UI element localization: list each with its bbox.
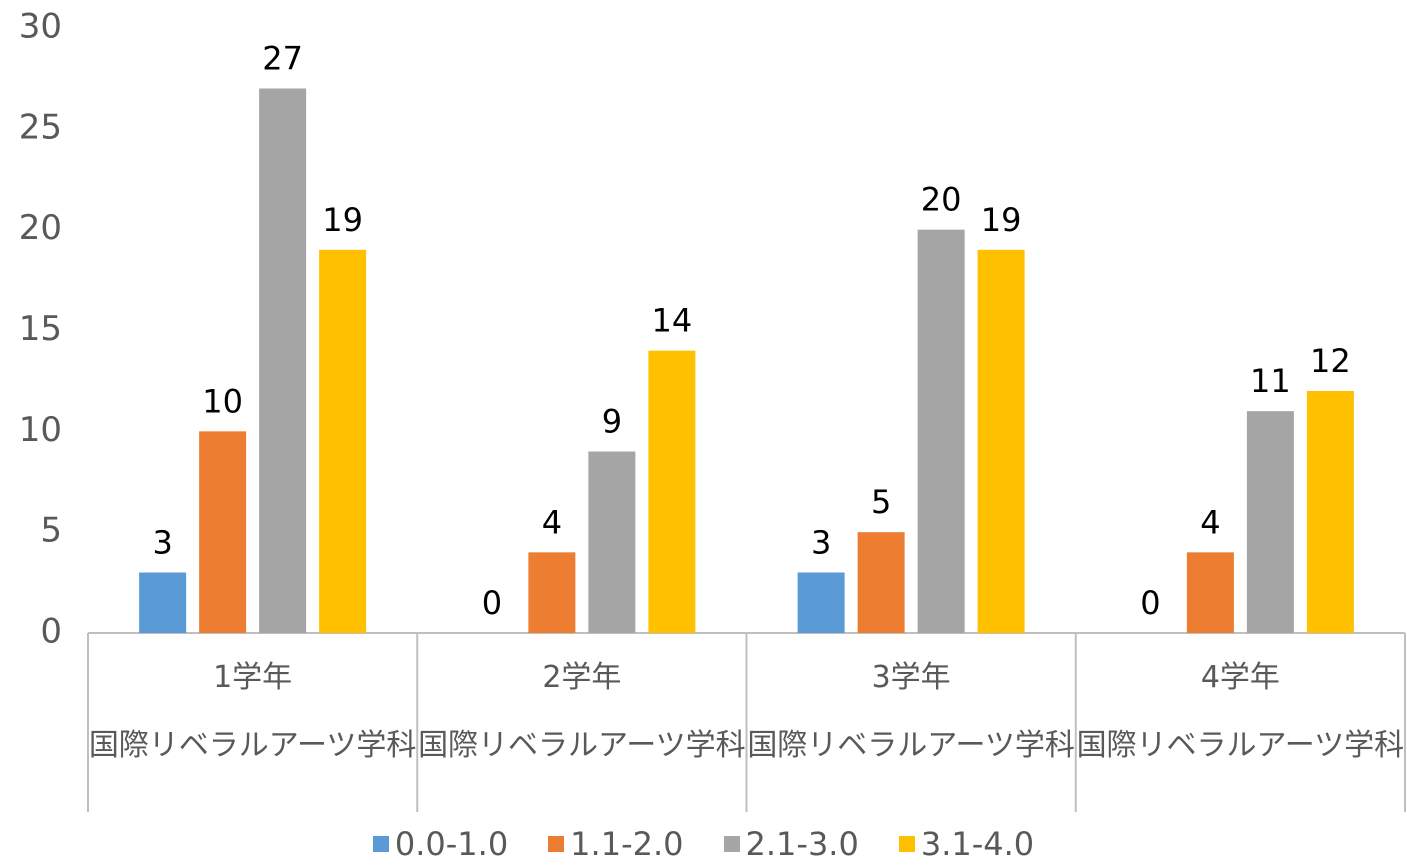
y-tick-label: 0 [40, 612, 62, 652]
legend-swatch [898, 836, 915, 852]
y-tick-label: 30 [19, 7, 62, 47]
legend-item: 0.0-1.0 [372, 825, 509, 863]
legend-label: 1.1-2.0 [570, 825, 684, 863]
data-label: 0 [1140, 584, 1160, 622]
legend-label: 0.0-1.0 [394, 825, 509, 863]
legend-swatch [723, 836, 740, 852]
data-label: 14 [652, 302, 693, 340]
legend-label: 3.1-4.0 [920, 825, 1035, 863]
data-label: 11 [1250, 362, 1291, 400]
data-label: 19 [981, 201, 1022, 239]
x-tick-label: 1学年 [213, 660, 293, 695]
y-tick-label: 10 [19, 410, 62, 450]
bar [797, 572, 845, 633]
x-group-label: 国際リベラルアーツ学科 [418, 728, 746, 763]
bar [588, 451, 636, 633]
data-label: 4 [542, 503, 562, 541]
bar [1246, 411, 1294, 633]
bar [1306, 391, 1354, 633]
bar [319, 249, 367, 634]
data-label: 5 [871, 483, 891, 521]
bar [977, 249, 1025, 634]
data-label: 9 [602, 403, 622, 441]
x-tick-label: 3学年 [871, 660, 951, 695]
data-label: 4 [1200, 503, 1220, 541]
bar [528, 552, 576, 633]
x-tick-label: 4学年 [1200, 660, 1280, 695]
x-group-label: 国際リベラルアーツ学科 [747, 728, 1075, 763]
data-label: 0 [482, 584, 502, 622]
data-label: 3 [811, 524, 831, 562]
bar [199, 431, 247, 633]
bar [917, 229, 965, 633]
legend-swatch [372, 836, 389, 852]
data-label: 27 [262, 40, 303, 78]
legend-swatch [548, 836, 565, 852]
legend-label: 2.1-3.0 [745, 825, 859, 863]
y-tick-label: 5 [40, 511, 62, 551]
legend-item: 1.1-2.0 [548, 825, 684, 863]
data-label: 12 [1310, 342, 1351, 380]
bar [857, 532, 905, 633]
y-tick-label: 20 [19, 208, 62, 248]
data-label: 10 [202, 382, 243, 420]
bar [259, 88, 307, 633]
data-label: 19 [322, 201, 363, 239]
bar [139, 572, 187, 633]
data-label: 20 [921, 181, 962, 219]
y-tick-label: 25 [19, 107, 62, 147]
bar [1186, 552, 1234, 633]
legend-item: 3.1-4.0 [898, 825, 1035, 863]
x-tick-label: 2学年 [542, 660, 622, 695]
data-label: 3 [152, 524, 172, 562]
bar [648, 350, 696, 633]
legend: 0.0-1.0 1.1-2.0 2.1-3.0 3.1-4.0 [0, 825, 1407, 863]
x-group-label: 国際リベラルアーツ学科 [88, 728, 417, 763]
y-tick-label: 15 [19, 309, 62, 349]
x-group-label: 国際リベラルアーツ学科 [1076, 728, 1405, 763]
legend-item: 2.1-3.0 [723, 825, 859, 863]
